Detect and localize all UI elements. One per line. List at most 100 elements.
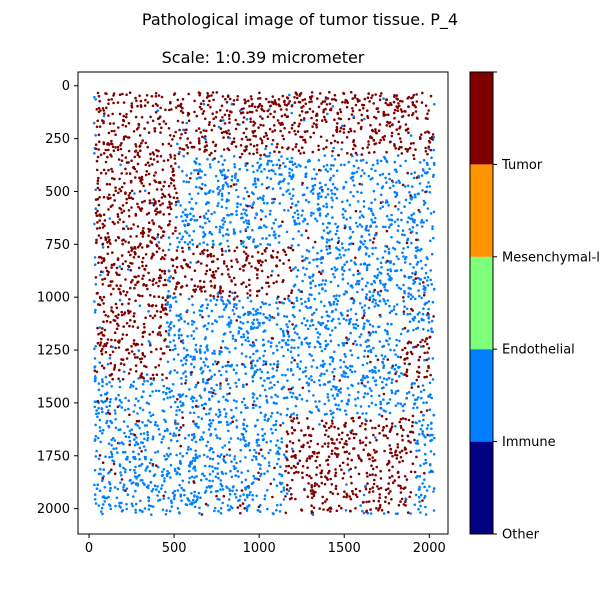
immune-cell-point (198, 186, 201, 189)
immune-cell-point (231, 489, 234, 493)
tumor-cell-point (417, 375, 420, 379)
immune-cell-point (318, 379, 321, 382)
tumor-cell-point (330, 483, 334, 486)
immune-cell-point (162, 435, 166, 438)
tumor-cell-point (99, 296, 102, 300)
tumor-cell-point (325, 498, 329, 501)
tumor-cell-point (159, 203, 162, 207)
immune-cell-point (318, 342, 322, 346)
tumor-cell-point (228, 97, 232, 101)
immune-cell-point (164, 513, 168, 516)
tumor-cell-point (180, 133, 183, 136)
immune-cell-point (409, 297, 413, 301)
tumor-cell-point (298, 122, 301, 126)
tumor-cell-point (140, 246, 144, 249)
immune-cell-point (390, 309, 394, 313)
tumor-cell-point (189, 141, 192, 144)
tumor-cell-point (345, 443, 349, 446)
tumor-cell-point (365, 509, 369, 513)
tumor-cell-point (424, 104, 428, 107)
tumor-cell-point (387, 487, 390, 491)
tumor-cell-point (404, 417, 408, 421)
tumor-cell-point (219, 127, 223, 130)
immune-cell-point (415, 398, 419, 401)
immune-cell-point (420, 225, 424, 228)
immune-cell-point (109, 504, 112, 508)
tumor-cell-point (354, 103, 358, 107)
immune-cell-point (227, 245, 230, 248)
immune-cell-point (105, 421, 108, 425)
immune-cell-point (421, 432, 424, 435)
tumor-cell-point (163, 257, 166, 261)
tumor-cell-point (135, 127, 139, 131)
immune-cell-point (425, 219, 429, 222)
immune-cell-point (347, 160, 351, 164)
tumor-cell-point (129, 280, 133, 284)
tumor-cell-point (164, 122, 168, 126)
immune-cell-point (374, 246, 377, 250)
immune-cell-point (256, 197, 260, 200)
immune-cell-point (112, 436, 115, 440)
tumor-cell-point (101, 278, 104, 281)
immune-cell-point (251, 493, 254, 497)
tumor-cell-point (112, 149, 116, 152)
tumor-cell-point (205, 269, 209, 273)
tumor-cell-point (399, 108, 403, 111)
immune-cell-point (420, 218, 424, 222)
immune-cell-point (325, 241, 329, 244)
immune-cell-point (104, 455, 107, 459)
immune-cell-point (359, 504, 362, 507)
tumor-cell-point (128, 91, 132, 94)
immune-cell-point (429, 450, 433, 453)
immune-cell-point (242, 335, 246, 339)
immune-cell-point (211, 479, 214, 483)
tumor-cell-point (294, 456, 297, 460)
immune-cell-point (178, 408, 181, 412)
tumor-cell-point (234, 127, 238, 131)
tumor-cell-point (409, 341, 413, 344)
tumor-cell-point (115, 271, 118, 275)
immune-cell-point (147, 508, 151, 511)
immune-cell-point (349, 368, 352, 372)
immune-cell-point (338, 322, 341, 325)
immune-cell-point (200, 435, 203, 439)
tumor-cell-point (279, 123, 283, 126)
immune-cell-point (419, 504, 422, 508)
tumor-cell-point (262, 124, 265, 127)
tumor-cell-point (419, 137, 422, 140)
immune-cell-point (94, 98, 97, 101)
tumor-cell-point (128, 413, 131, 417)
immune-cell-point (217, 160, 220, 164)
immune-cell-point (378, 340, 382, 343)
tumor-cell-point (143, 104, 147, 107)
tumor-cell-point (133, 155, 137, 159)
immune-cell-point (223, 174, 227, 177)
immune-cell-point (290, 395, 294, 399)
immune-cell-point (198, 168, 202, 171)
immune-cell-point (414, 270, 418, 274)
tumor-cell-point (252, 152, 255, 156)
immune-cell-point (185, 348, 189, 352)
immune-cell-point (356, 324, 360, 328)
tumor-cell-point (240, 489, 244, 492)
immune-cell-point (418, 278, 422, 281)
tumor-cell-point (225, 100, 229, 104)
tumor-cell-point (281, 134, 284, 138)
tumor-cell-point (214, 144, 217, 148)
tumor-cell-point (409, 450, 413, 454)
immune-cell-point (325, 310, 328, 314)
immune-cell-point (332, 300, 336, 304)
immune-cell-point (255, 441, 259, 444)
immune-cell-point (169, 452, 172, 456)
tumor-cell-point (255, 109, 258, 112)
immune-cell-point (347, 248, 350, 251)
tumor-cell-point (378, 123, 382, 126)
tumor-cell-point (159, 357, 162, 361)
tumor-cell-point (194, 404, 198, 408)
immune-cell-point (296, 213, 300, 216)
immune-cell-point (219, 488, 222, 491)
tumor-cell-point (289, 206, 293, 209)
immune-cell-point (194, 385, 197, 389)
tumor-cell-point (178, 128, 181, 132)
immune-cell-point (226, 228, 229, 231)
